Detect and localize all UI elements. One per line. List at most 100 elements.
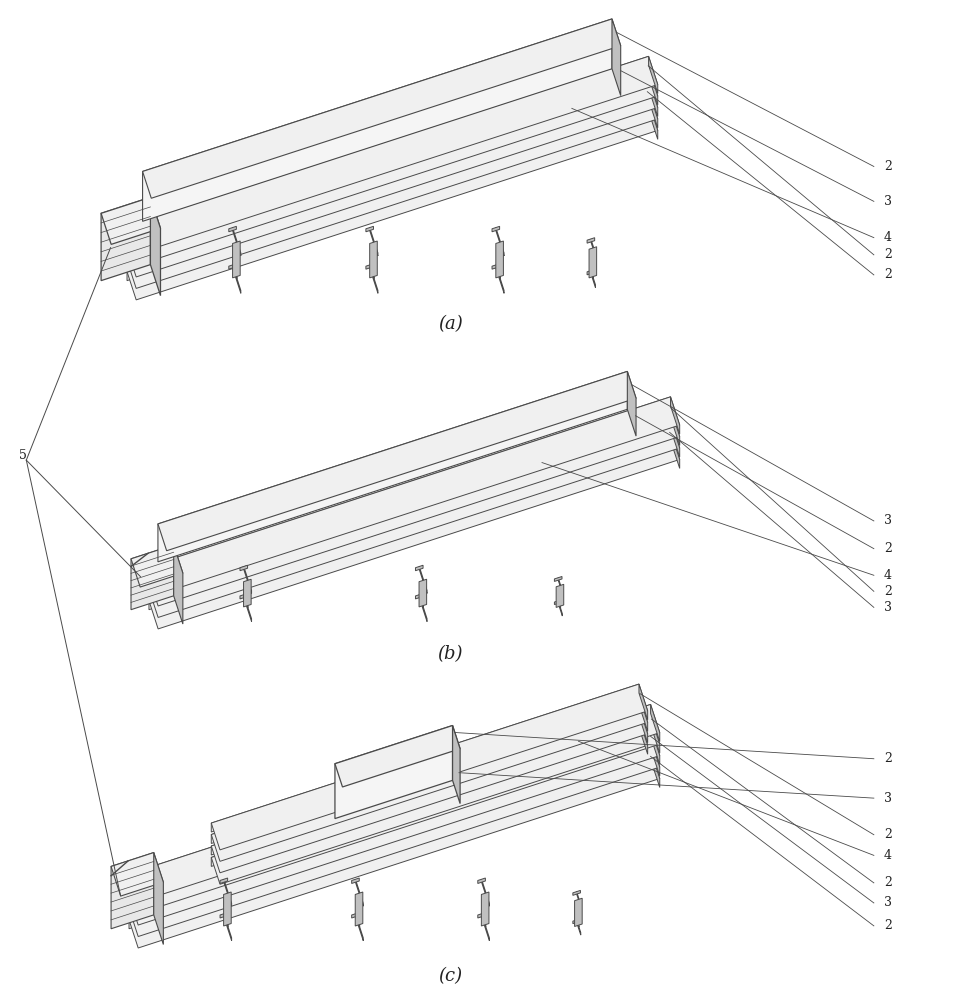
Polygon shape — [415, 565, 423, 571]
Polygon shape — [366, 226, 373, 232]
Polygon shape — [220, 878, 228, 883]
Text: 2: 2 — [884, 919, 892, 932]
Polygon shape — [577, 920, 581, 935]
Polygon shape — [224, 879, 232, 906]
Polygon shape — [587, 269, 594, 275]
Text: (c): (c) — [438, 967, 462, 985]
Text: 2: 2 — [884, 828, 892, 841]
Polygon shape — [111, 853, 164, 896]
Polygon shape — [649, 56, 657, 94]
Polygon shape — [129, 704, 651, 883]
Polygon shape — [366, 264, 373, 269]
Text: 2: 2 — [884, 876, 892, 889]
Text: 2: 2 — [884, 248, 892, 261]
Polygon shape — [590, 271, 595, 288]
Polygon shape — [211, 718, 648, 884]
Polygon shape — [149, 431, 671, 610]
Polygon shape — [419, 595, 427, 622]
Polygon shape — [131, 545, 183, 587]
Text: 3: 3 — [884, 514, 892, 527]
Polygon shape — [129, 739, 651, 917]
Polygon shape — [149, 397, 671, 575]
Polygon shape — [149, 420, 679, 617]
Polygon shape — [671, 420, 679, 457]
Polygon shape — [220, 913, 228, 918]
Text: 3: 3 — [884, 896, 892, 909]
Polygon shape — [101, 197, 161, 244]
Polygon shape — [173, 545, 183, 624]
Polygon shape — [211, 684, 639, 832]
Polygon shape — [671, 397, 679, 434]
Polygon shape — [496, 228, 504, 256]
Polygon shape — [369, 265, 378, 293]
Polygon shape — [335, 726, 460, 787]
Polygon shape — [590, 239, 595, 256]
Polygon shape — [612, 19, 621, 96]
Polygon shape — [211, 718, 639, 866]
Polygon shape — [244, 595, 252, 622]
Polygon shape — [496, 241, 503, 278]
Polygon shape — [129, 727, 651, 906]
Polygon shape — [574, 898, 582, 926]
Polygon shape — [129, 716, 651, 894]
Text: 4: 4 — [884, 231, 892, 244]
Polygon shape — [233, 241, 240, 278]
Polygon shape — [211, 684, 648, 850]
Polygon shape — [590, 247, 596, 278]
Polygon shape — [554, 600, 562, 605]
Polygon shape — [577, 892, 581, 907]
Polygon shape — [651, 716, 659, 753]
Polygon shape — [229, 226, 236, 232]
Polygon shape — [158, 371, 628, 562]
Polygon shape — [129, 750, 659, 948]
Polygon shape — [211, 696, 648, 861]
Polygon shape — [355, 892, 363, 926]
Polygon shape — [481, 914, 489, 941]
Polygon shape — [649, 102, 657, 139]
Polygon shape — [496, 265, 504, 293]
Polygon shape — [243, 579, 251, 607]
Polygon shape — [492, 264, 500, 269]
Polygon shape — [628, 371, 636, 436]
Polygon shape — [671, 431, 679, 468]
Polygon shape — [224, 914, 232, 941]
Polygon shape — [558, 601, 563, 616]
Polygon shape — [111, 853, 154, 929]
Polygon shape — [129, 716, 659, 914]
Polygon shape — [149, 431, 679, 629]
Polygon shape — [127, 79, 657, 277]
Polygon shape — [639, 718, 648, 754]
Polygon shape — [573, 890, 581, 895]
Polygon shape — [492, 226, 500, 232]
Polygon shape — [453, 726, 460, 804]
Polygon shape — [649, 79, 657, 116]
Polygon shape — [651, 750, 659, 787]
Polygon shape — [639, 696, 648, 731]
Polygon shape — [127, 91, 649, 269]
Polygon shape — [149, 408, 671, 587]
Text: (b): (b) — [437, 645, 463, 663]
Polygon shape — [415, 593, 423, 599]
Polygon shape — [150, 197, 161, 296]
Polygon shape — [651, 727, 659, 765]
Polygon shape — [101, 197, 150, 281]
Polygon shape — [211, 707, 639, 855]
Polygon shape — [481, 879, 489, 906]
Text: 2: 2 — [884, 268, 892, 281]
Polygon shape — [639, 684, 648, 720]
Polygon shape — [127, 102, 649, 281]
Polygon shape — [143, 19, 612, 221]
Polygon shape — [351, 913, 359, 918]
Polygon shape — [419, 566, 427, 593]
Text: 2: 2 — [884, 752, 892, 765]
Polygon shape — [154, 853, 164, 945]
Text: 2: 2 — [884, 585, 892, 598]
Text: 3: 3 — [884, 601, 892, 614]
Text: 2: 2 — [884, 542, 892, 555]
Polygon shape — [131, 545, 173, 610]
Polygon shape — [671, 408, 679, 445]
Polygon shape — [335, 726, 453, 819]
Polygon shape — [129, 739, 659, 937]
Text: 4: 4 — [884, 569, 892, 582]
Polygon shape — [649, 68, 657, 105]
